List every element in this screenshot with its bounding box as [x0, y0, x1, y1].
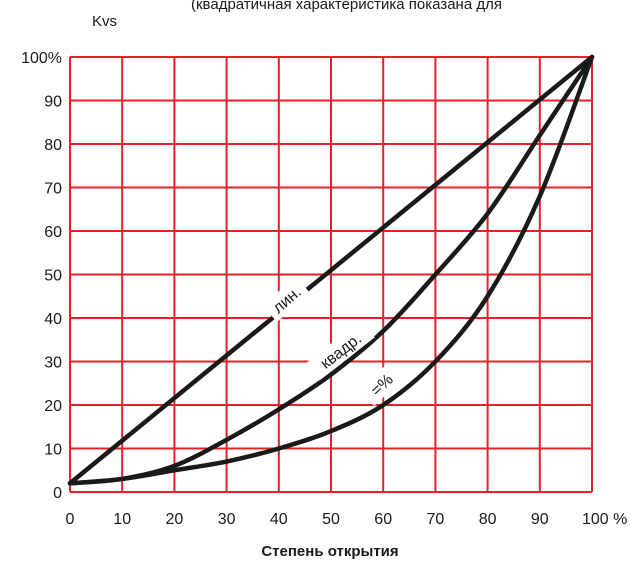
grid	[69, 56, 593, 493]
y-axis-title: Kvs	[92, 13, 117, 30]
x-tick-label: 80	[479, 511, 497, 528]
y-tick-label: 60	[44, 224, 62, 241]
curve-label-group: лин.	[262, 276, 311, 322]
x-tick-label: 40	[270, 511, 288, 528]
curve-label-background	[262, 276, 311, 322]
x-tick-label: 50	[322, 511, 340, 528]
curve-label-background	[306, 319, 375, 381]
curve-label-group: =%	[359, 362, 404, 406]
x-axis-title: Степень открытия	[261, 543, 398, 560]
x-tick-label: 10	[113, 511, 131, 528]
y-tick-label: 50	[44, 268, 62, 285]
x-tick-label: 0	[66, 511, 75, 528]
y-tick-label: 20	[44, 398, 62, 415]
x-tick-label: 100 %	[582, 511, 627, 528]
y-tick-labels: 0 10 20 30 40 50 60 70 80 90 100%	[21, 50, 62, 502]
curve-linear	[67, 54, 595, 486]
y-tick-label: 80	[44, 137, 62, 154]
y-tick-label: 40	[44, 311, 62, 328]
y-tick-label: 0	[53, 485, 62, 502]
y-tick-label: 10	[44, 442, 62, 459]
curves	[67, 54, 595, 486]
x-tick-labels: 0 10 20 30 40 50 60 70 80 90 100 %	[66, 511, 628, 528]
x-tick-label: 60	[374, 511, 392, 528]
note-caption: (квадратичная характеристика показана дл…	[191, 0, 502, 13]
y-tick-label: 100%	[21, 50, 62, 67]
y-tick-label: 90	[44, 94, 62, 111]
x-tick-label: 90	[531, 511, 549, 528]
curve-quadratic	[67, 54, 595, 486]
x-tick-label: 30	[218, 511, 236, 528]
y-tick-label: 30	[44, 355, 62, 372]
curve-label-background	[359, 362, 404, 406]
curve-equal-percentage	[67, 54, 595, 486]
y-tick-label: 70	[44, 181, 62, 198]
x-tick-label: 70	[427, 511, 445, 528]
x-tick-label: 20	[166, 511, 184, 528]
